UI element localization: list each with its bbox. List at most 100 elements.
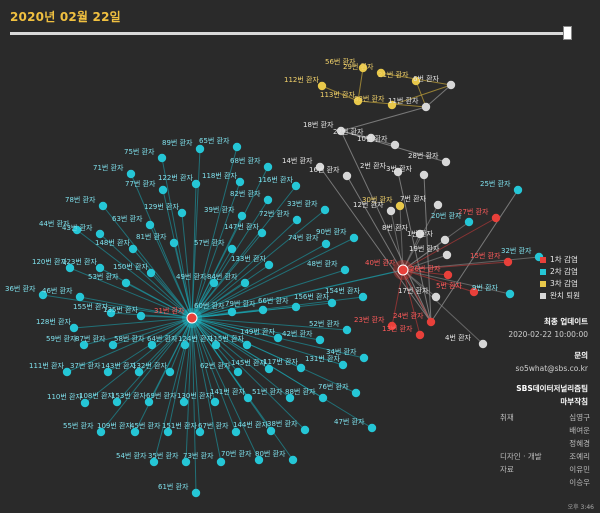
patient-node[interactable]: [130, 427, 140, 437]
patient-node[interactable]: [338, 360, 348, 370]
patient-node[interactable]: [336, 126, 346, 136]
patient-node[interactable]: [358, 63, 368, 73]
patient-node[interactable]: [180, 340, 190, 350]
patient-node[interactable]: [240, 278, 250, 288]
patient-node[interactable]: [264, 260, 274, 270]
patient-node[interactable]: [315, 162, 325, 172]
patient-node[interactable]: [227, 307, 237, 317]
patient-node[interactable]: [128, 244, 138, 254]
patient-node[interactable]: [75, 292, 85, 302]
patient-node[interactable]: [134, 367, 144, 377]
patient-node[interactable]: [191, 179, 201, 189]
patient-node[interactable]: [443, 270, 453, 280]
patient-node[interactable]: [263, 195, 273, 205]
patient-node[interactable]: [315, 335, 325, 345]
patient-node[interactable]: [210, 397, 220, 407]
patient-node[interactable]: [440, 235, 450, 245]
patient-node[interactable]: [165, 367, 175, 377]
patient-node[interactable]: [227, 244, 237, 254]
patient-node[interactable]: [72, 225, 82, 235]
patient-node[interactable]: [318, 393, 328, 403]
patient-node[interactable]: [376, 68, 386, 78]
patient-node[interactable]: [209, 278, 219, 288]
patient-node[interactable]: [121, 278, 131, 288]
patient-node[interactable]: [415, 330, 425, 340]
patient-node[interactable]: [266, 426, 276, 436]
patient-node[interactable]: [288, 455, 298, 465]
patient-node[interactable]: [340, 265, 350, 275]
patient-node[interactable]: [62, 367, 72, 377]
patient-node[interactable]: [146, 268, 156, 278]
patient-node[interactable]: [342, 325, 352, 335]
patient-node[interactable]: [158, 185, 168, 195]
patient-node[interactable]: [442, 250, 452, 260]
patient-node[interactable]: [327, 298, 337, 308]
patient-node[interactable]: [149, 457, 159, 467]
patient-node[interactable]: [393, 167, 403, 177]
patient-node[interactable]: [243, 393, 253, 403]
patient-node[interactable]: [106, 308, 116, 318]
patient-node[interactable]: [291, 302, 301, 312]
patient-node[interactable]: [235, 177, 245, 187]
patient-node[interactable]: [108, 340, 118, 350]
patient-node[interactable]: [179, 397, 189, 407]
patient-node[interactable]: [237, 211, 247, 221]
patient-node[interactable]: [292, 215, 302, 225]
patient-node[interactable]: [147, 340, 157, 350]
patient-node[interactable]: [358, 292, 368, 302]
patient-node[interactable]: [257, 228, 267, 238]
patient-node[interactable]: [216, 457, 226, 467]
patient-node[interactable]: [411, 76, 421, 86]
patient-node[interactable]: [419, 170, 429, 180]
timeline-slider-handle[interactable]: [563, 26, 572, 40]
patient-node[interactable]: [145, 220, 155, 230]
patient-node[interactable]: [231, 427, 241, 437]
patient-node[interactable]: [263, 162, 273, 172]
patient-node[interactable]: [503, 257, 513, 267]
patient-node[interactable]: [353, 96, 363, 106]
patient-node[interactable]: [38, 290, 48, 300]
patient-node[interactable]: [433, 200, 443, 210]
patient-node[interactable]: [505, 289, 515, 299]
patient-node[interactable]: [300, 425, 310, 435]
patient-node[interactable]: [98, 201, 108, 211]
patient-node[interactable]: [342, 171, 352, 181]
patient-node[interactable]: [258, 305, 268, 315]
patient-node[interactable]: [426, 317, 436, 327]
timeline-slider-track[interactable]: [10, 32, 570, 35]
patient-node[interactable]: [80, 398, 90, 408]
patient-node[interactable]: [351, 388, 361, 398]
patient-node[interactable]: [367, 423, 377, 433]
patient-node[interactable]: [513, 185, 523, 195]
patient-node[interactable]: [478, 339, 488, 349]
patient-node[interactable]: [195, 427, 205, 437]
patient-node[interactable]: [264, 364, 274, 374]
patient-node[interactable]: [464, 217, 474, 227]
patient-node[interactable]: [491, 213, 501, 223]
contact-email[interactable]: so5what@sbs.co.kr: [515, 364, 588, 373]
patient-node[interactable]: [469, 287, 479, 297]
patient-node[interactable]: [395, 201, 405, 211]
patient-node[interactable]: [359, 353, 369, 363]
patient-node[interactable]: [254, 455, 264, 465]
patient-node[interactable]: [69, 323, 79, 333]
patient-node[interactable]: [157, 153, 167, 163]
patient-node[interactable]: [320, 205, 330, 215]
hub-node[interactable]: [397, 264, 409, 276]
patient-node[interactable]: [421, 102, 431, 112]
patient-node[interactable]: [291, 181, 301, 191]
patient-node[interactable]: [296, 363, 306, 373]
patient-node[interactable]: [65, 263, 75, 273]
patient-node[interactable]: [211, 340, 221, 350]
patient-node[interactable]: [191, 488, 201, 498]
patient-node[interactable]: [387, 100, 397, 110]
patient-node[interactable]: [349, 233, 359, 243]
patient-node[interactable]: [446, 80, 456, 90]
patient-node[interactable]: [386, 206, 396, 216]
patient-node[interactable]: [195, 144, 205, 154]
patient-node[interactable]: [112, 397, 122, 407]
patient-node[interactable]: [136, 311, 146, 321]
patient-node[interactable]: [163, 427, 173, 437]
patient-node[interactable]: [233, 367, 243, 377]
patient-node[interactable]: [387, 321, 397, 331]
